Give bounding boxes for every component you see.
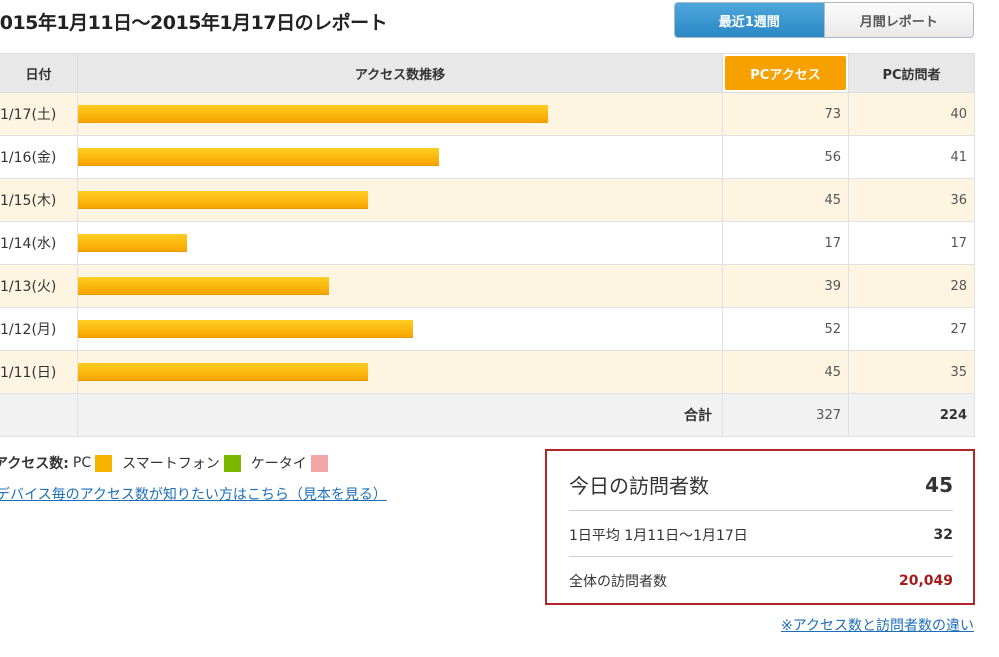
period-tabs: 最近1週間 月間レポート xyxy=(674,2,974,38)
device-access-link[interactable]: デバイス毎のアクセス数が知りたい方はこちら（見本を見る） xyxy=(0,487,387,503)
total-visitors-value: 20,049 xyxy=(898,573,953,589)
table-row: 1/17(土) 73 40 xyxy=(0,92,975,136)
today-visitors-box: 今日の訪問者数 45 1日平均 1月11日〜1月17日 32 全体の訪問者数 2… xyxy=(545,449,975,605)
bar-cell xyxy=(77,264,723,308)
access-bar xyxy=(78,191,368,209)
today-visitors-row: 今日の訪問者数 45 xyxy=(569,459,953,511)
bar-cell xyxy=(77,178,723,222)
today-visitors-title: 今日の訪問者数 xyxy=(569,474,709,498)
pc-access-cell: 45 xyxy=(722,178,849,222)
date-cell: 1/16(金) xyxy=(0,135,78,179)
table-row: 1/13(火) 39 28 xyxy=(0,264,975,308)
access-vs-visitors-link[interactable]: ※アクセス数と訪問者数の違い xyxy=(780,618,974,634)
total-label: 合計 xyxy=(77,393,723,437)
table-row: 1/14(水) 17 17 xyxy=(0,221,975,265)
bar-cell xyxy=(77,307,723,351)
pc-visitors-cell: 36 xyxy=(848,178,975,222)
date-cell: 1/15(木) xyxy=(0,178,78,222)
legend-smartphone-swatch xyxy=(223,454,241,472)
date-cell: 1/12(月) xyxy=(0,307,78,351)
daily-average-label: 1日平均 1月11日〜1月17日 xyxy=(569,527,748,544)
access-bar xyxy=(78,105,548,123)
pc-visitors-cell: 28 xyxy=(848,264,975,308)
table-row: 1/12(月) 52 27 xyxy=(0,307,975,351)
pc-access-cell: 56 xyxy=(722,135,849,179)
total-empty-cell xyxy=(0,393,78,437)
total-row: 合計 327 224 xyxy=(0,393,975,437)
pc-access-cell: 52 xyxy=(722,307,849,351)
access-legend: アクセス数: PC スマートフォン ケータイ xyxy=(0,453,338,473)
date-cell: 1/13(火) xyxy=(0,264,78,308)
pc-visitors-cell: 41 xyxy=(848,135,975,179)
table-row: 1/11(日) 45 35 xyxy=(0,350,975,394)
pc-visitors-cell: 35 xyxy=(848,350,975,394)
date-cell: 1/11(日) xyxy=(0,350,78,394)
total-pc-access: 327 xyxy=(722,393,849,437)
access-bar xyxy=(78,234,188,252)
total-visitors-label: 全体の訪問者数 xyxy=(569,574,667,590)
today-visitors-count: 45 xyxy=(925,472,953,497)
access-table: 日付 アクセス数推移 PCアクセス PC訪問者 1/17(土) 73 40 1/… xyxy=(0,53,975,437)
total-visitors-row: 全体の訪問者数 20,049 xyxy=(569,559,953,603)
date-cell: 1/17(土) xyxy=(0,92,78,136)
legend-label: アクセス数: xyxy=(0,456,69,472)
table-row: 1/15(木) 45 36 xyxy=(0,178,975,222)
bar-cell xyxy=(77,135,723,179)
report-title: 2015年1月11日〜2015年1月17日のレポート xyxy=(0,12,388,34)
legend-keitai-label: ケータイ xyxy=(250,456,307,472)
pc-access-cell: 17 xyxy=(722,221,849,265)
daily-average-value: 32 xyxy=(933,526,953,543)
legend-keitai-swatch xyxy=(310,454,328,472)
bar-cell xyxy=(77,221,723,265)
legend-smartphone-label: スマートフォン xyxy=(122,456,220,472)
table-header-row: 日付 アクセス数推移 PCアクセス PC訪問者 xyxy=(0,53,975,93)
table-row: 1/16(金) 56 41 xyxy=(0,135,975,179)
pc-access-cell: 39 xyxy=(722,264,849,308)
legend-pc-swatch xyxy=(95,454,113,472)
bar-cell xyxy=(77,350,723,394)
pc-access-header-label[interactable]: PCアクセス xyxy=(725,56,846,90)
tab-recent-week[interactable]: 最近1週間 xyxy=(675,3,824,37)
pc-access-column-header[interactable]: PCアクセス xyxy=(722,53,849,93)
access-bar xyxy=(78,363,368,381)
tab-monthly-report[interactable]: 月間レポート xyxy=(823,3,973,37)
daily-average-row: 1日平均 1月11日〜1月17日 32 xyxy=(569,513,953,557)
access-bar xyxy=(78,320,413,338)
legend-pc-label: PC xyxy=(72,455,92,471)
bar-cell xyxy=(77,92,723,136)
pc-visitors-cell: 27 xyxy=(848,307,975,351)
trend-column-header: アクセス数推移 xyxy=(77,53,723,93)
access-bar xyxy=(78,277,330,295)
date-column-header: 日付 xyxy=(0,53,78,93)
date-cell: 1/14(水) xyxy=(0,221,78,265)
pc-access-cell: 45 xyxy=(722,350,849,394)
pc-visitors-cell: 40 xyxy=(848,92,975,136)
pc-access-cell: 73 xyxy=(722,92,849,136)
pc-visitors-column-header[interactable]: PC訪問者 xyxy=(848,53,975,93)
total-pc-visitors: 224 xyxy=(848,393,975,437)
pc-visitors-cell: 17 xyxy=(848,221,975,265)
access-bar xyxy=(78,148,439,166)
